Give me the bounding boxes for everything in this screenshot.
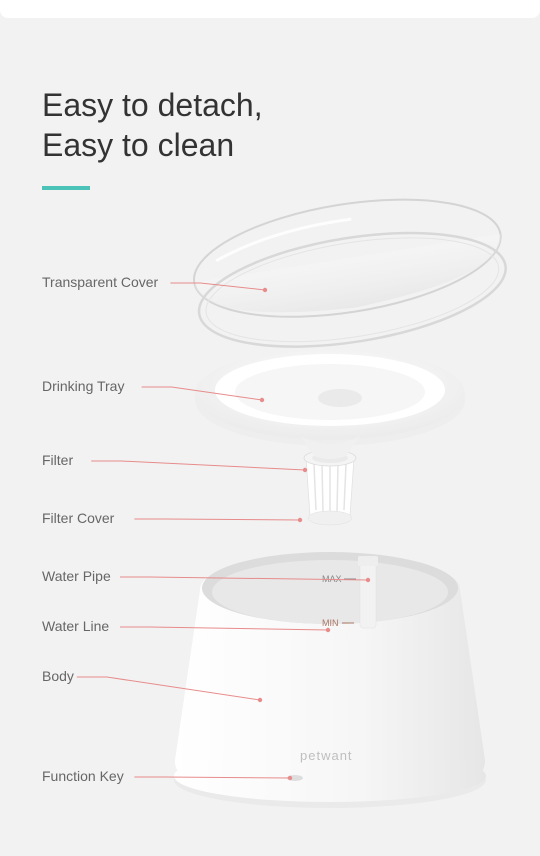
- part-label: Transparent Cover: [42, 274, 158, 290]
- body-part: MAX MIN petwant: [174, 552, 486, 808]
- filter-part: [304, 450, 356, 525]
- transparent-cover-part: [186, 181, 514, 366]
- part-label: Body: [42, 668, 74, 684]
- part-label: Filter: [42, 452, 73, 468]
- drinking-tray-part: [195, 348, 465, 459]
- part-label: Drinking Tray: [42, 378, 124, 394]
- part-label: Filter Cover: [42, 510, 114, 526]
- brand-text: petwant: [300, 748, 353, 763]
- part-label: Function Key: [42, 768, 124, 784]
- product-diagram: MAX MIN petwant: [0, 0, 540, 856]
- min-label: MIN: [322, 618, 339, 628]
- part-label: Water Line: [42, 618, 109, 634]
- part-label: Water Pipe: [42, 568, 111, 584]
